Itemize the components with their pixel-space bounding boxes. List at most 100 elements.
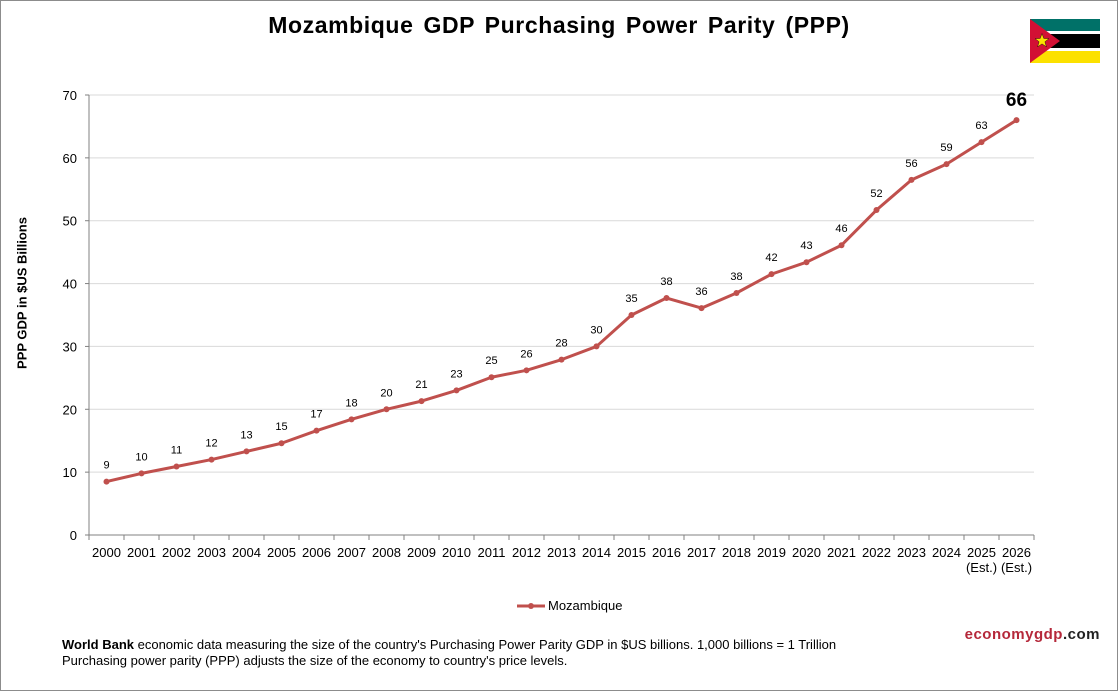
footer-line-2: Purchasing power parity (PPP) adjusts th… bbox=[62, 653, 568, 668]
data-point bbox=[803, 259, 810, 266]
data-point bbox=[943, 161, 950, 168]
flag-fimbriation-bottom bbox=[1030, 48, 1100, 51]
x-tick-label: 2025 bbox=[967, 545, 996, 560]
data-label: 43 bbox=[800, 240, 812, 252]
data-point bbox=[348, 416, 355, 423]
x-tick-label: 2020 bbox=[792, 545, 821, 560]
data-point bbox=[873, 207, 880, 214]
data-label: 38 bbox=[730, 271, 742, 283]
x-tick-label: 2001 bbox=[127, 545, 156, 560]
data-point bbox=[208, 456, 215, 463]
x-tick-sublabel: (Est.) bbox=[966, 560, 997, 575]
data-point bbox=[1013, 117, 1020, 124]
footer-note: World Bank economic data measuring the s… bbox=[62, 637, 942, 669]
x-tick-label: 2015 bbox=[617, 545, 646, 560]
data-point bbox=[698, 305, 705, 312]
data-label: 59 bbox=[940, 142, 952, 154]
data-point bbox=[978, 139, 985, 146]
data-label: 12 bbox=[205, 438, 217, 450]
data-point bbox=[733, 290, 740, 296]
data-point bbox=[908, 176, 915, 183]
y-tick-label: 10 bbox=[63, 465, 77, 480]
x-tick-label: 2003 bbox=[197, 545, 226, 560]
data-label: 38 bbox=[660, 276, 672, 288]
chart-legend: Mozambique bbox=[517, 598, 622, 613]
data-label: 28 bbox=[555, 338, 567, 350]
data-label: 15 bbox=[275, 421, 287, 433]
x-tick-label: 2023 bbox=[897, 545, 926, 560]
footer-description: economic data measuring the size of the … bbox=[134, 637, 837, 652]
data-label: 23 bbox=[450, 368, 462, 380]
data-point bbox=[488, 374, 495, 381]
data-label: 66 bbox=[1006, 90, 1027, 111]
y-tick-label: 30 bbox=[63, 339, 77, 354]
y-tick-label: 40 bbox=[63, 277, 77, 292]
data-point bbox=[103, 478, 110, 485]
y-tick-label: 60 bbox=[63, 151, 77, 166]
data-point bbox=[453, 387, 460, 394]
x-tick-label: 2009 bbox=[407, 545, 436, 560]
footer-source: World Bank bbox=[62, 637, 134, 652]
y-tick-label: 70 bbox=[63, 88, 77, 103]
x-tick-label: 2011 bbox=[478, 545, 506, 560]
data-label: 10 bbox=[135, 451, 147, 463]
x-tick-label: 2004 bbox=[232, 545, 261, 560]
x-tick-label: 2014 bbox=[582, 545, 611, 560]
x-tick-label: 2024 bbox=[932, 545, 961, 560]
y-tick-label: 50 bbox=[63, 214, 77, 229]
data-label: 13 bbox=[240, 429, 252, 441]
x-tick-label: 2008 bbox=[372, 545, 401, 560]
data-point bbox=[173, 463, 180, 470]
x-tick-label: 2026 bbox=[1002, 545, 1031, 560]
x-tick-label: 2021 bbox=[827, 545, 856, 560]
y-tick-label: 0 bbox=[70, 528, 77, 543]
data-point bbox=[138, 470, 145, 477]
data-point bbox=[418, 398, 425, 405]
data-point bbox=[768, 271, 775, 278]
data-point bbox=[278, 440, 285, 447]
flag-fimbriation-top bbox=[1030, 31, 1100, 34]
brand-logo: economygdp.com bbox=[965, 626, 1100, 643]
brand-part-gdp: gdp bbox=[1033, 626, 1063, 643]
chart-title: Mozambique GDP Purchasing Power Parity (… bbox=[268, 12, 850, 38]
data-point bbox=[313, 427, 320, 434]
data-label: 35 bbox=[625, 293, 637, 305]
brand-part-com: .com bbox=[1062, 626, 1100, 643]
x-tick-label: 2016 bbox=[652, 545, 681, 560]
data-point bbox=[243, 448, 250, 455]
x-tick-sublabel: (Est.) bbox=[1001, 560, 1032, 575]
data-label: 42 bbox=[765, 252, 777, 264]
data-label: 20 bbox=[380, 387, 392, 399]
data-label: 30 bbox=[590, 324, 602, 336]
y-tick-label: 20 bbox=[63, 402, 77, 417]
data-label: 25 bbox=[485, 355, 497, 367]
x-tick-label: 2007 bbox=[337, 545, 366, 560]
data-point bbox=[558, 356, 565, 363]
data-label: 26 bbox=[520, 348, 532, 360]
x-tick-label: 2000 bbox=[92, 545, 121, 560]
data-label: 56 bbox=[905, 158, 917, 170]
legend-label-mozambique: Mozambique bbox=[548, 598, 623, 613]
x-tick-label: 2019 bbox=[757, 545, 786, 560]
data-label: 17 bbox=[310, 409, 322, 421]
data-point bbox=[523, 367, 530, 374]
legend-line-swatch bbox=[517, 602, 545, 609]
flag-stripe-yellow bbox=[1030, 51, 1100, 63]
data-label: 21 bbox=[415, 379, 427, 391]
data-label: 46 bbox=[835, 223, 847, 235]
x-tick-label: 2022 bbox=[862, 545, 891, 560]
data-point bbox=[383, 406, 390, 413]
data-label: 18 bbox=[345, 397, 357, 409]
flag-stripe-green bbox=[1030, 19, 1100, 31]
data-point bbox=[663, 295, 670, 302]
flag-star bbox=[1034, 32, 1050, 48]
data-label: 52 bbox=[870, 188, 882, 200]
mozambique-flag-icon bbox=[1030, 19, 1100, 63]
data-point bbox=[838, 242, 845, 249]
x-tick-label: 2017 bbox=[687, 545, 716, 560]
data-label: 63 bbox=[975, 120, 987, 132]
series-line-mozambique bbox=[106, 118, 1018, 484]
x-tick-label: 2002 bbox=[162, 545, 191, 560]
